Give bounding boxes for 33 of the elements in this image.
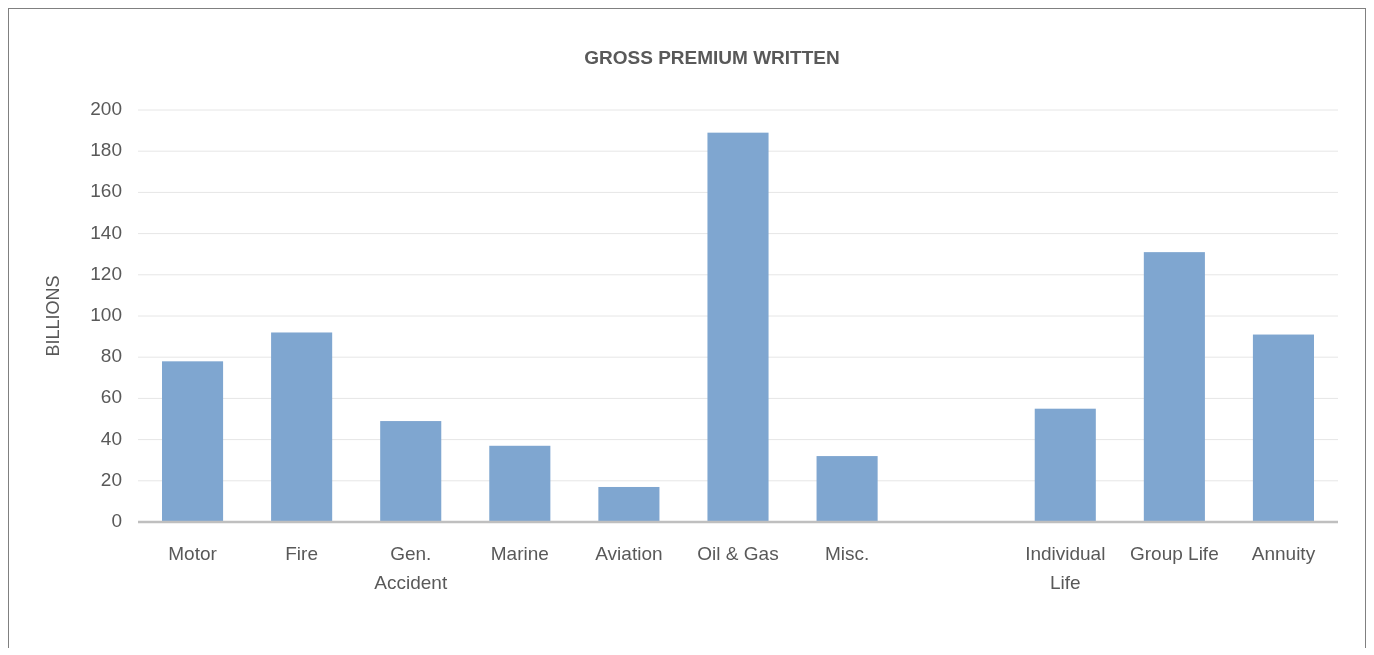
x-tick-label: Gen. Accident xyxy=(374,543,448,593)
bar xyxy=(489,445,551,522)
x-tick-label: Oil & Gas xyxy=(697,543,779,564)
bar xyxy=(380,421,442,522)
bar xyxy=(598,486,660,522)
y-tick-label: 180 xyxy=(90,139,122,161)
x-tick-label: Annuity xyxy=(1251,543,1316,564)
bar xyxy=(271,332,333,522)
x-tick-label: Aviation xyxy=(595,543,663,564)
bar xyxy=(162,361,224,522)
y-tick-label: 60 xyxy=(100,386,122,408)
y-tick-label: 160 xyxy=(90,180,122,202)
y-tick-label: 0 xyxy=(111,510,122,532)
chart-title: GROSS PREMIUM WRITTEN xyxy=(584,47,840,68)
y-tick-label: 100 xyxy=(90,304,122,326)
bar xyxy=(816,456,878,522)
y-tick-label: 120 xyxy=(90,262,122,284)
y-tick-label: 80 xyxy=(100,345,122,367)
y-tick-label: 40 xyxy=(100,427,122,449)
y-axis-title: BILLIONS xyxy=(42,275,63,357)
x-tick-label: Individual Life xyxy=(1025,543,1106,593)
bar xyxy=(1143,252,1205,522)
x-tick-label: Motor xyxy=(168,543,218,564)
y-tick-label: 140 xyxy=(90,221,122,243)
x-tick-label: Marine xyxy=(490,543,549,564)
bar xyxy=(1252,334,1314,522)
y-tick-label: 200 xyxy=(90,98,122,120)
bar xyxy=(1034,408,1096,522)
x-tick-label: Group Life xyxy=(1130,543,1219,564)
x-tick-label: Fire xyxy=(285,543,318,564)
y-tick-label: 20 xyxy=(100,468,122,490)
x-tick-label: Misc. xyxy=(824,543,870,564)
bar xyxy=(707,132,769,522)
